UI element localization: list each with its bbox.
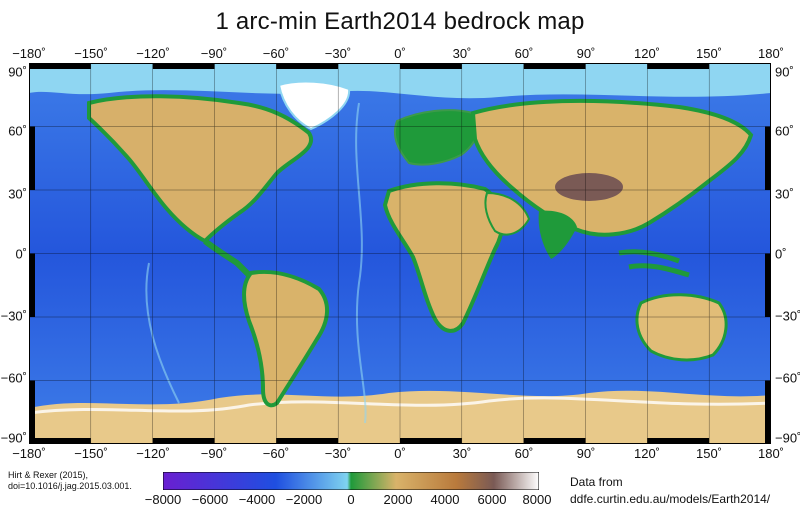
- lat-label-right: 60˚: [775, 123, 794, 139]
- central-america: [203, 238, 254, 280]
- graticule: [29, 63, 771, 444]
- south-america: [242, 270, 329, 408]
- lat-label-left: 30˚: [8, 186, 27, 202]
- colorbar-tick-label: 2000: [383, 492, 413, 507]
- arabian-peninsula: [484, 191, 531, 236]
- lat-label-left: 60˚: [8, 123, 27, 139]
- lon-label-bottom: 30˚: [452, 446, 472, 461]
- map-title: 1 arc-min Earth2014 bedrock map: [215, 8, 585, 35]
- lon-label-top: 30˚: [452, 46, 472, 61]
- lon-label-top: −60˚: [262, 46, 290, 61]
- colorbar-tick-label: 4000: [430, 492, 460, 507]
- lat-label-left: 90˚: [8, 64, 27, 80]
- lat-label-left: 0˚: [15, 246, 27, 262]
- lon-label-bottom: −120˚: [136, 446, 170, 461]
- lon-label-bottom: −30˚: [324, 446, 352, 461]
- lon-label-bottom: −180˚: [12, 446, 46, 461]
- indian-subcontinent: [538, 210, 577, 259]
- lat-label-left: −30˚: [0, 308, 27, 324]
- citation-line2: doi=10.1016/j.jag.2015.03.001.: [8, 481, 132, 491]
- source-line1: Data from: [570, 475, 623, 489]
- antarctica-ice-edge: [29, 396, 771, 415]
- lon-label-bottom: 60˚: [514, 446, 534, 461]
- greenland: [277, 80, 351, 131]
- australia: [635, 293, 728, 362]
- lon-label-top: −90˚: [200, 46, 228, 61]
- lat-label-right: −90˚: [775, 430, 800, 446]
- europe: [393, 109, 480, 166]
- lat-label-right: 0˚: [775, 246, 787, 262]
- colorbar-tick-label: 0: [347, 492, 355, 507]
- citation-line1: Hirt & Rexer (2015),: [8, 470, 89, 480]
- lon-label-bottom: −150˚: [74, 446, 108, 461]
- lon-label-top: 120˚: [633, 46, 661, 61]
- colorbar-tick-label: −6000: [191, 492, 229, 507]
- asia: [470, 98, 754, 237]
- lon-label-bottom: 90˚: [576, 446, 596, 461]
- lon-label-top: 0˚: [394, 46, 406, 61]
- colorbar-tick-label: 6000: [477, 492, 507, 507]
- lat-label-right: 30˚: [775, 186, 794, 202]
- mid-atlantic-ridge: [355, 102, 367, 424]
- data-source: Data from ddfe.curtin.edu.au/models/Eart…: [570, 474, 770, 508]
- lat-label-right: −60˚: [775, 370, 800, 386]
- lon-label-top: 90˚: [576, 46, 596, 61]
- lon-label-top: −180˚: [12, 46, 46, 61]
- lon-label-top: 150˚: [695, 46, 723, 61]
- colorbar-tick-label: −8000: [144, 492, 182, 507]
- lat-label-left: −60˚: [0, 370, 27, 386]
- lat-label-left: −90˚: [0, 430, 27, 446]
- lon-label-bottom: 0˚: [394, 446, 406, 461]
- lon-label-bottom: 150˚: [695, 446, 723, 461]
- world-map: [29, 63, 771, 444]
- colorbar-gradient: [163, 472, 539, 490]
- lon-label-top: −120˚: [136, 46, 170, 61]
- lon-label-bottom: −60˚: [262, 446, 290, 461]
- lon-label-top: −30˚: [324, 46, 352, 61]
- elevation-colorbar: [163, 472, 539, 490]
- lon-label-bottom: −90˚: [200, 446, 228, 461]
- colorbar-tick-label: 8000: [522, 492, 552, 507]
- lon-label-top: 60˚: [514, 46, 534, 61]
- colorbar-tick-label: −2000: [285, 492, 323, 507]
- lat-label-right: 90˚: [775, 64, 794, 80]
- citation-credit: Hirt & Rexer (2015), doi=10.1016/j.jag.2…: [8, 470, 132, 492]
- tibetan-plateau: [555, 173, 623, 201]
- lon-label-bottom: 120˚: [633, 446, 661, 461]
- source-url: ddfe.curtin.edu.au/models/Earth2014/: [570, 492, 771, 506]
- lon-label-top: −150˚: [74, 46, 108, 61]
- lon-label-bottom: 180˚: [757, 446, 785, 461]
- lon-label-top: 180˚: [757, 46, 785, 61]
- frame-ticks: [29, 63, 771, 444]
- colorbar-tick-label: −4000: [238, 492, 276, 507]
- africa: [382, 181, 505, 333]
- north-america: [87, 94, 313, 244]
- lat-label-right: −30˚: [775, 308, 800, 324]
